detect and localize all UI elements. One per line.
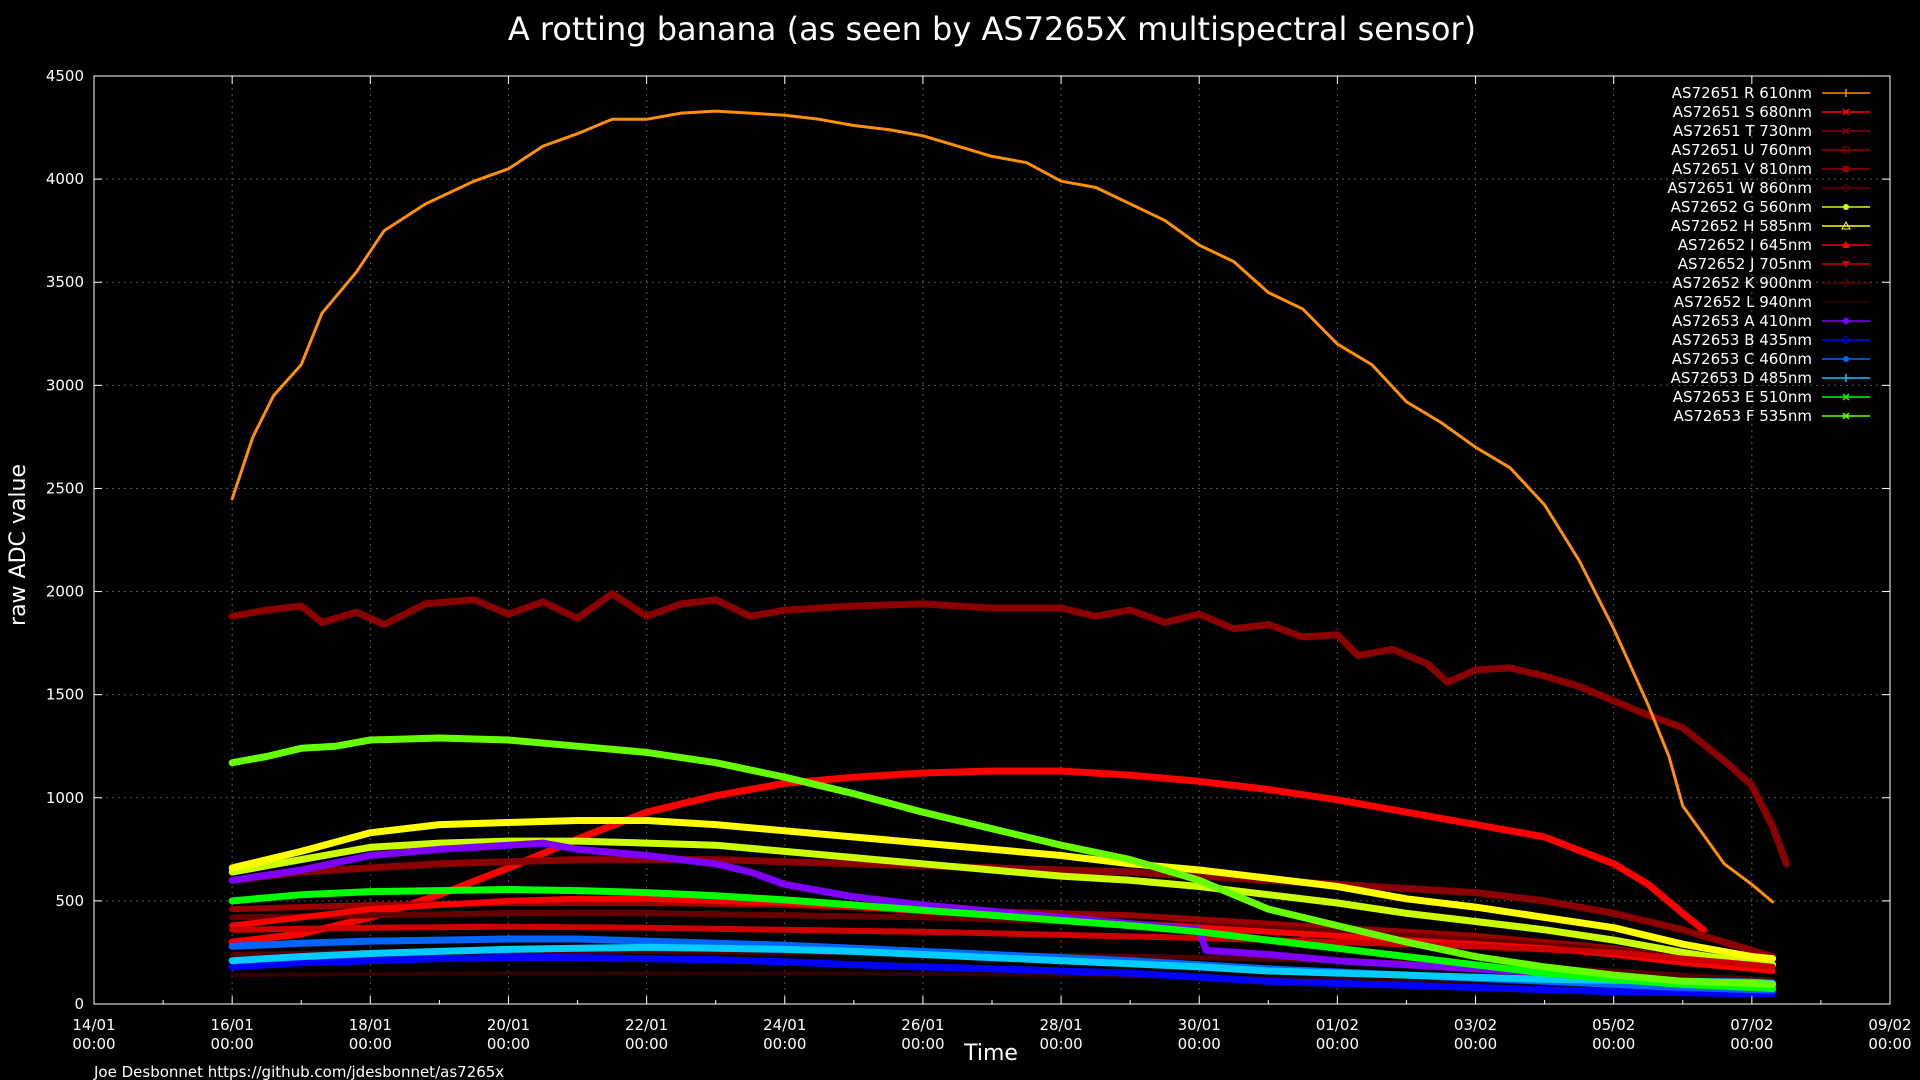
x-tick-label-time: 00:00: [1039, 1035, 1082, 1053]
y-tick-label: 1000: [46, 789, 84, 807]
series-line: [228, 767, 1707, 946]
x-tick-label-date: 30/01: [1178, 1016, 1221, 1034]
plot-border: [93, 75, 1891, 1005]
y-tick-label: 500: [55, 892, 84, 910]
series-line: [228, 837, 1777, 969]
legend-label: AS72652 L 940nm: [1674, 293, 1812, 311]
x-tick-label-time: 00:00: [763, 1035, 806, 1053]
legend-label: AS72651 S 680nm: [1673, 103, 1812, 121]
x-tick-label-date: 20/01: [487, 1016, 530, 1034]
legend-marker: [1842, 393, 1850, 401]
legend-marker: [1841, 335, 1851, 345]
legend-label: AS72653 C 460nm: [1672, 350, 1812, 368]
x-tick-label-date: 24/01: [763, 1016, 806, 1034]
series-line: [228, 943, 1777, 987]
x-tick-label-date: 09/02: [1868, 1016, 1911, 1034]
x-tick-label-date: 22/01: [625, 1016, 668, 1034]
series-line: [228, 856, 1777, 961]
legend-marker: [1843, 356, 1849, 362]
series-line: [229, 923, 1776, 970]
legend-marker: [1842, 184, 1850, 192]
x-tick-label-time: 00:00: [1730, 1035, 1773, 1053]
series-layer: [228, 109, 1790, 998]
x-tick-label-time: 00:00: [625, 1035, 668, 1053]
y-tick-label: 4500: [46, 67, 84, 85]
legend-label: AS72652 G 560nm: [1671, 198, 1812, 216]
legend-label: AS72651 U 760nm: [1671, 141, 1812, 159]
legend-label: AS72653 B 435nm: [1672, 331, 1812, 349]
x-tick-label-date: 28/01: [1039, 1016, 1082, 1034]
x-tick-label-time: 00:00: [901, 1035, 944, 1053]
legend-label: AS72651 W 860nm: [1667, 179, 1812, 197]
y-tick-label: 3500: [46, 273, 84, 291]
legend-marker: [1842, 108, 1850, 116]
legend-label: AS72653 D 485nm: [1671, 369, 1812, 387]
legend-marker: [1843, 166, 1849, 172]
legend-label: AS72652 I 645nm: [1678, 236, 1812, 254]
y-tick-label: 4000: [46, 170, 84, 188]
credit-text: Joe Desbonnet https://github.com/jdesbon…: [93, 1063, 504, 1080]
legend-marker: [1841, 278, 1851, 288]
x-tick-label-date: 16/01: [211, 1016, 254, 1034]
x-tick-label-time: 00:00: [1868, 1035, 1911, 1053]
y-tick-label: 1500: [46, 686, 84, 704]
legend-label: AS72653 E 510nm: [1673, 388, 1812, 406]
x-tick-label-time: 00:00: [1178, 1035, 1221, 1053]
x-tick-label-time: 00:00: [1316, 1035, 1359, 1053]
series-line: [230, 109, 1775, 904]
legend-label: AS72653 A 410nm: [1672, 312, 1812, 330]
x-tick-label-date: 14/01: [72, 1016, 115, 1034]
legend-label: AS72652 H 585nm: [1671, 217, 1812, 235]
x-tick-label-time: 00:00: [487, 1035, 530, 1053]
x-axis-label: Time: [963, 1041, 1018, 1066]
x-tick-label-time: 00:00: [211, 1035, 254, 1053]
x-tick-label-time: 00:00: [72, 1035, 115, 1053]
series-line: [228, 817, 1777, 963]
series-line: [228, 954, 1777, 998]
x-tick-label-date: 05/02: [1592, 1016, 1635, 1034]
grid: [94, 76, 1890, 1004]
axes: 0 500 1000 1500 2000 2500 3000 3500 4000 4500 14/0…: [46, 67, 1912, 1053]
legend-label: AS72653 F 535nm: [1674, 407, 1812, 425]
legend-label: AS72651 R 610nm: [1672, 84, 1812, 102]
legend-label: AS72652 J 705nm: [1678, 255, 1812, 273]
series-line: [228, 590, 1790, 868]
series-line: [228, 734, 1777, 988]
legend-marker: [1843, 204, 1849, 210]
y-tick-label: 2500: [46, 479, 84, 497]
legend-marker: [1842, 317, 1850, 325]
legend-marker: [1842, 241, 1850, 248]
legend-label: AS72651 T 730nm: [1673, 122, 1812, 140]
series-line: [228, 886, 1777, 992]
x-tick-label-time: 00:00: [1592, 1035, 1635, 1053]
x-tick-label-date: 03/02: [1454, 1016, 1497, 1034]
y-tick-label: 3000: [46, 376, 84, 394]
y-tick-label: 0: [74, 995, 84, 1013]
legend-marker: [1842, 261, 1850, 268]
y-tick-label: 2000: [46, 583, 84, 601]
y-axis-label: raw ADC value: [6, 464, 31, 626]
x-tick-label-time: 00:00: [349, 1035, 392, 1053]
legend-label: AS72651 V 810nm: [1672, 160, 1812, 178]
chart-title: A rotting banana (as seen by AS7265X mul…: [508, 10, 1476, 48]
legend-label: AS72652 K 900nm: [1672, 274, 1812, 292]
legend-marker: [1841, 220, 1851, 230]
legend-marker: [1842, 127, 1850, 135]
x-tick-label-date: 01/02: [1316, 1016, 1359, 1034]
legend-marker: [1842, 146, 1850, 154]
x-tick-label-date: 26/01: [901, 1016, 944, 1034]
series-marker-overlay: [231, 110, 1773, 903]
x-tick-label-date: 07/02: [1730, 1016, 1773, 1034]
x-tick-label-date: 18/01: [349, 1016, 392, 1034]
x-tick-label-time: 00:00: [1454, 1035, 1497, 1053]
